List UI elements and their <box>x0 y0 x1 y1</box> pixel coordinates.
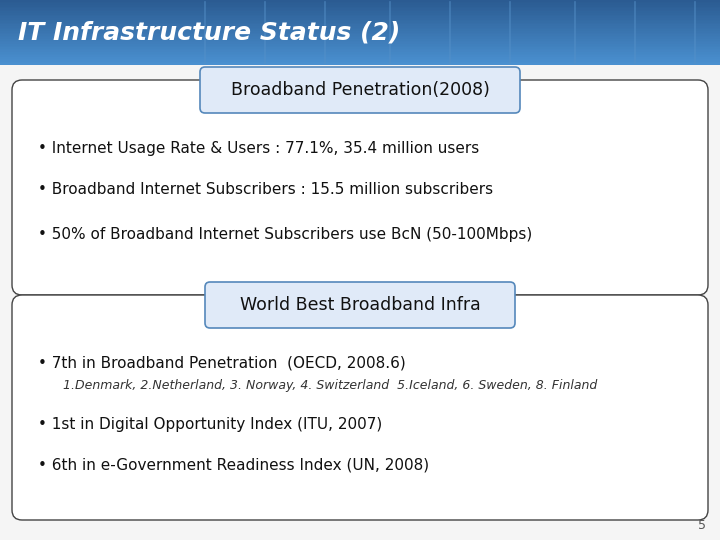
Bar <box>0 11 720 13</box>
Bar <box>0 56 720 58</box>
Bar <box>0 38 720 40</box>
Bar <box>0 29 720 31</box>
Bar <box>0 33 720 36</box>
Bar <box>0 4 720 6</box>
Text: Broadband Penetration(2008): Broadband Penetration(2008) <box>230 81 490 99</box>
Text: IT Infrastructure Status (2): IT Infrastructure Status (2) <box>18 21 400 44</box>
Bar <box>0 6 720 8</box>
Bar <box>0 55 720 57</box>
Bar <box>0 30 720 32</box>
Bar <box>0 51 720 53</box>
Text: • 1st in Digital Opportunity Index (ITU, 2007): • 1st in Digital Opportunity Index (ITU,… <box>38 417 382 433</box>
Bar <box>0 3 720 5</box>
Text: 5: 5 <box>698 519 706 532</box>
Bar <box>0 59 720 62</box>
Bar <box>0 8 720 10</box>
Bar <box>0 21 720 23</box>
Bar <box>0 22 720 24</box>
FancyBboxPatch shape <box>200 67 520 113</box>
FancyBboxPatch shape <box>12 295 708 520</box>
Bar <box>0 61 720 63</box>
Bar <box>0 27 720 29</box>
Text: • Broadband Internet Subscribers : 15.5 million subscribers: • Broadband Internet Subscribers : 15.5 … <box>38 183 493 198</box>
Bar <box>0 14 720 16</box>
Text: World Best Broadband Infra: World Best Broadband Infra <box>240 296 480 314</box>
Bar <box>0 37 720 39</box>
Text: • 6th in e-Government Readiness Index (UN, 2008): • 6th in e-Government Readiness Index (U… <box>38 457 429 472</box>
Bar <box>0 42 720 44</box>
Bar <box>0 0 720 2</box>
Bar <box>0 12 720 15</box>
Bar <box>0 53 720 55</box>
Bar <box>0 17 720 19</box>
Bar <box>0 50 720 52</box>
Text: • 50% of Broadband Internet Subscribers use BcN (50-100Mbps): • 50% of Broadband Internet Subscribers … <box>38 227 532 242</box>
Bar <box>0 46 720 49</box>
Text: • Internet Usage Rate & Users : 77.1%, 35.4 million users: • Internet Usage Rate & Users : 77.1%, 3… <box>38 140 480 156</box>
Bar <box>0 45 720 47</box>
Text: 1.Denmark, 2.Netherland, 3. Norway, 4. Switzerland  5.Iceland, 6. Sweden, 8. Fin: 1.Denmark, 2.Netherland, 3. Norway, 4. S… <box>55 379 598 392</box>
Bar <box>0 40 720 42</box>
FancyBboxPatch shape <box>12 80 708 295</box>
Bar <box>0 16 720 18</box>
Bar <box>0 24 720 26</box>
Bar <box>0 9 720 11</box>
Bar <box>0 43 720 45</box>
Bar <box>0 32 720 34</box>
FancyBboxPatch shape <box>205 282 515 328</box>
Bar <box>0 25 720 28</box>
Bar <box>0 48 720 50</box>
Bar <box>0 19 720 21</box>
Bar <box>0 65 720 540</box>
Bar <box>0 58 720 60</box>
Text: • 7th in Broadband Penetration  (OECD, 2008.6): • 7th in Broadband Penetration (OECD, 20… <box>38 355 406 370</box>
Bar <box>0 35 720 37</box>
Bar <box>0 1 720 3</box>
Bar <box>0 63 720 65</box>
